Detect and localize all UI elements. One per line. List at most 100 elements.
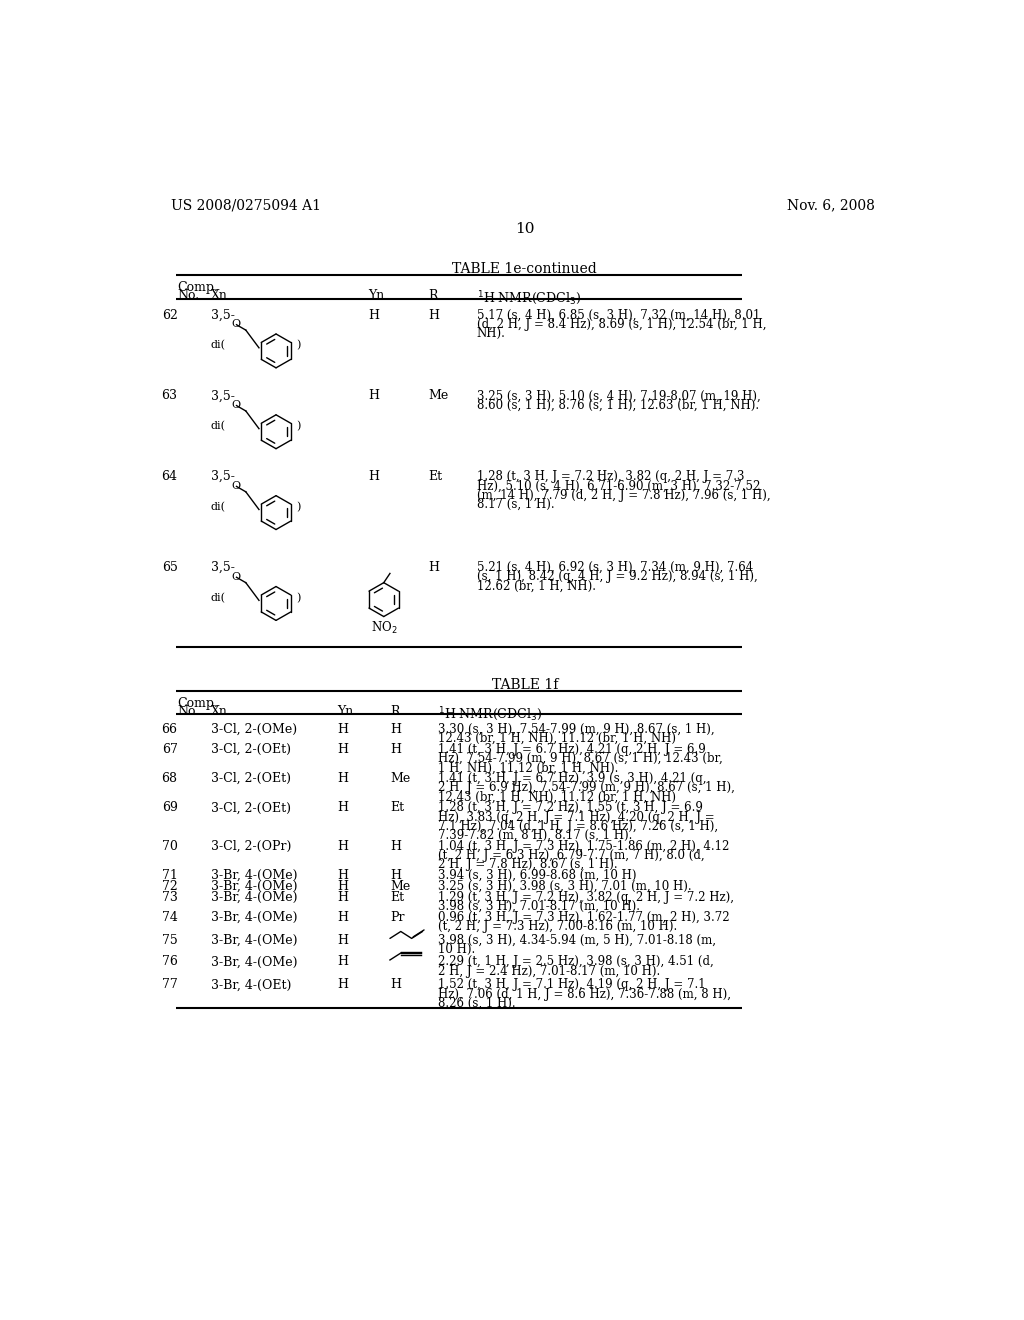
Text: 1.41 (t, 3 H, J = 6.7 Hz), 3.9 (s, 3 H), 4.21 (q,: 1.41 (t, 3 H, J = 6.7 Hz), 3.9 (s, 3 H),… (438, 772, 707, 785)
Text: H: H (337, 891, 348, 904)
Text: 68: 68 (162, 772, 177, 785)
Text: 3-Br, 4-(OMe): 3-Br, 4-(OMe) (211, 880, 297, 892)
Text: H: H (337, 743, 348, 756)
Text: Pr: Pr (390, 911, 404, 924)
Text: Et: Et (390, 801, 404, 814)
Text: 8.60 (s, 1 H), 8.76 (s, 1 H), 12.63 (br, 1 H, NH).: 8.60 (s, 1 H), 8.76 (s, 1 H), 12.63 (br,… (477, 399, 759, 412)
Text: di(: di( (211, 341, 226, 351)
Text: 64: 64 (162, 470, 177, 483)
Text: 8.26 (s, 1 H).: 8.26 (s, 1 H). (438, 997, 516, 1010)
Text: H: H (369, 389, 379, 403)
Text: 3-Br, 4-(OMe): 3-Br, 4-(OMe) (211, 956, 297, 969)
Text: Comp.: Comp. (177, 697, 218, 710)
Text: 65: 65 (162, 561, 177, 574)
Text: US 2008/0275094 A1: US 2008/0275094 A1 (171, 198, 321, 213)
Text: 3-Cl, 2-(OEt): 3-Cl, 2-(OEt) (211, 743, 291, 756)
Text: 3-Cl, 2-(OPr): 3-Cl, 2-(OPr) (211, 840, 291, 853)
Text: Hz), 7.54-7.99 (m, 9 H), 8.67 (s, 1 H), 12.43 (br,: Hz), 7.54-7.99 (m, 9 H), 8.67 (s, 1 H), … (438, 752, 723, 766)
Text: 3.94 (s, 3 H), 6.99-8.68 (m, 10 H): 3.94 (s, 3 H), 6.99-8.68 (m, 10 H) (438, 869, 637, 882)
Text: Yn: Yn (337, 705, 353, 718)
Text: 5.21 (s, 4 H), 6.92 (s, 3 H), 7.34 (m, 9 H), 7.64: 5.21 (s, 4 H), 6.92 (s, 3 H), 7.34 (m, 9… (477, 561, 753, 574)
Text: 12.62 (br, 1 H, NH).: 12.62 (br, 1 H, NH). (477, 579, 596, 593)
Text: H: H (337, 978, 348, 991)
Text: H: H (337, 869, 348, 882)
Text: 70: 70 (162, 840, 177, 853)
Text: 5.17 (s, 4 H), 6.85 (s, 3 H), 7.32 (m, 14 H), 8.01: 5.17 (s, 4 H), 6.85 (s, 3 H), 7.32 (m, 1… (477, 309, 760, 322)
Text: 3,5-: 3,5- (211, 470, 234, 483)
Text: ): ) (296, 502, 301, 512)
Text: H: H (369, 309, 379, 322)
Text: O: O (231, 400, 241, 411)
Text: Nov. 6, 2008: Nov. 6, 2008 (786, 198, 874, 213)
Text: 63: 63 (162, 389, 177, 403)
Text: H: H (390, 723, 401, 735)
Text: 3,5-: 3,5- (211, 389, 234, 403)
Text: 2 H, J = 2.4 Hz), 7.01-8.17 (m, 10 H).: 2 H, J = 2.4 Hz), 7.01-8.17 (m, 10 H). (438, 965, 660, 978)
Text: 3-Cl, 2-(OEt): 3-Cl, 2-(OEt) (211, 801, 291, 814)
Text: H: H (337, 840, 348, 853)
Text: $^{1}$H NMR(CDCl$_3$): $^{1}$H NMR(CDCl$_3$) (477, 289, 581, 308)
Text: (t, 2 H, J = 6.3 Hz), 6.79-7.7 (m, 7 H), 8.0 (d,: (t, 2 H, J = 6.3 Hz), 6.79-7.7 (m, 7 H),… (438, 849, 705, 862)
Text: H: H (390, 869, 401, 882)
Text: Hz), 3.83 (q, 2 H, J = 7.1 Hz), 4.20 (q, 2 H, J =: Hz), 3.83 (q, 2 H, J = 7.1 Hz), 4.20 (q,… (438, 810, 715, 824)
Text: 73: 73 (162, 891, 177, 904)
Text: 77: 77 (162, 978, 177, 991)
Text: di(: di( (211, 502, 226, 512)
Text: ): ) (296, 593, 301, 603)
Text: Me: Me (390, 880, 411, 892)
Text: Me: Me (390, 772, 411, 785)
Text: 7.39-7.82 (m, 8 H), 8.17 (s, 1 H).: 7.39-7.82 (m, 8 H), 8.17 (s, 1 H). (438, 829, 633, 842)
Text: 3.25 (s, 3 H), 3.98 (s, 3 H), 7.01 (m, 10 H).: 3.25 (s, 3 H), 3.98 (s, 3 H), 7.01 (m, 1… (438, 880, 691, 892)
Text: (t, 2 H, J = 7.3 Hz), 7.00-8.16 (m, 10 H).: (t, 2 H, J = 7.3 Hz), 7.00-8.16 (m, 10 H… (438, 920, 677, 933)
Text: 3,5-: 3,5- (211, 561, 234, 574)
Text: 66: 66 (162, 723, 177, 735)
Text: H: H (429, 561, 439, 574)
Text: 3.25 (s, 3 H), 5.10 (s, 4 H), 7.19-8.07 (m, 19 H),: 3.25 (s, 3 H), 5.10 (s, 4 H), 7.19-8.07 … (477, 389, 761, 403)
Text: 3-Br, 4-(OMe): 3-Br, 4-(OMe) (211, 891, 297, 904)
Text: 10 H).: 10 H). (438, 942, 475, 956)
Text: ): ) (296, 421, 301, 432)
Text: 2.29 (t, 1 H, J = 2.5 Hz), 3.98 (s, 3 H), 4.51 (d,: 2.29 (t, 1 H, J = 2.5 Hz), 3.98 (s, 3 H)… (438, 956, 714, 969)
Text: 1.28 (t, 3 H, J = 7.2 Hz), 1.55 (t, 3 H, J = 6.9: 1.28 (t, 3 H, J = 7.2 Hz), 1.55 (t, 3 H,… (438, 801, 702, 814)
Text: 2 H, J = 6.9 Hz), 7.54-7.99 (m, 9 H), 8.67 (s, 1 H),: 2 H, J = 6.9 Hz), 7.54-7.99 (m, 9 H), 8.… (438, 781, 735, 795)
Text: 1.28 (t, 3 H, J = 7.2 Hz), 3.82 (q, 2 H, J = 7.3: 1.28 (t, 3 H, J = 7.2 Hz), 3.82 (q, 2 H,… (477, 470, 744, 483)
Text: Xn: Xn (211, 289, 227, 302)
Text: Hz), 5.10 (s, 4 H), 6.71-6.90 (m, 3 H), 7.32-7.52: Hz), 5.10 (s, 4 H), 6.71-6.90 (m, 3 H), … (477, 479, 760, 492)
Text: H: H (429, 309, 439, 322)
Text: (m, 14 H), 7.79 (d, 2 H, J = 7.8 Hz), 7.96 (s, 1 H),: (m, 14 H), 7.79 (d, 2 H, J = 7.8 Hz), 7.… (477, 488, 770, 502)
Text: di(: di( (211, 421, 226, 432)
Text: 3,5-: 3,5- (211, 309, 234, 322)
Text: TABLE 1f: TABLE 1f (492, 678, 558, 692)
Text: 76: 76 (162, 956, 177, 969)
Text: H: H (390, 978, 401, 991)
Text: 3-Br, 4-(OEt): 3-Br, 4-(OEt) (211, 978, 291, 991)
Text: Hz), 7.06 (d, 1 H, J = 8.6 Hz), 7.36-7.88 (m, 8 H),: Hz), 7.06 (d, 1 H, J = 8.6 Hz), 7.36-7.8… (438, 987, 731, 1001)
Text: 1 H, NH), 11.12 (br, 1 H, NH).: 1 H, NH), 11.12 (br, 1 H, NH). (438, 762, 618, 775)
Text: 0.96 (t, 3 H, J = 7.3 Hz), 1.62-1.77 (m, 2 H), 3.72: 0.96 (t, 3 H, J = 7.3 Hz), 1.62-1.77 (m,… (438, 911, 730, 924)
Text: (d, 2 H, J = 8.4 Hz), 8.69 (s, 1 H), 12.54 (br, 1 H,: (d, 2 H, J = 8.4 Hz), 8.69 (s, 1 H), 12.… (477, 318, 766, 331)
Text: H: H (337, 933, 348, 946)
Text: 3-Br, 4-(OMe): 3-Br, 4-(OMe) (211, 911, 297, 924)
Text: 1.41 (t, 3 H, J = 6.7 Hz), 4.21 (q, 2 H, J = 6.9: 1.41 (t, 3 H, J = 6.7 Hz), 4.21 (q, 2 H,… (438, 743, 706, 756)
Text: 3.98 (s, 3 H), 4.34-5.94 (m, 5 H), 7.01-8.18 (m,: 3.98 (s, 3 H), 4.34-5.94 (m, 5 H), 7.01-… (438, 933, 716, 946)
Text: 3-Cl, 2-(OMe): 3-Cl, 2-(OMe) (211, 723, 297, 735)
Text: 8.17 (s, 1 H).: 8.17 (s, 1 H). (477, 498, 554, 511)
Text: H: H (337, 880, 348, 892)
Text: 75: 75 (162, 933, 177, 946)
Text: 1.52 (t, 3 H, J = 7.1 Hz), 4.19 (q, 2 H, J = 7.1: 1.52 (t, 3 H, J = 7.1 Hz), 4.19 (q, 2 H,… (438, 978, 706, 991)
Text: R: R (429, 289, 438, 302)
Text: 74: 74 (162, 911, 177, 924)
Text: $^{1}$H NMR(CDCl$_3$): $^{1}$H NMR(CDCl$_3$) (438, 705, 542, 723)
Text: 1.04 (t, 3 H, J = 7.3 Hz), 1.75-1.86 (m, 2 H), 4.12: 1.04 (t, 3 H, J = 7.3 Hz), 1.75-1.86 (m,… (438, 840, 729, 853)
Text: 67: 67 (162, 743, 177, 756)
Text: 3-Br, 4-(OMe): 3-Br, 4-(OMe) (211, 933, 297, 946)
Text: No.: No. (177, 289, 200, 302)
Text: Et: Et (390, 891, 404, 904)
Text: 62: 62 (162, 309, 177, 322)
Text: O: O (231, 480, 241, 491)
Text: H: H (369, 470, 379, 483)
Text: 2 H, J = 7.8 Hz), 8.67 (s, 1 H).: 2 H, J = 7.8 Hz), 8.67 (s, 1 H). (438, 858, 617, 871)
Text: 72: 72 (162, 880, 177, 892)
Text: Yn: Yn (369, 289, 384, 302)
Text: ): ) (296, 341, 301, 351)
